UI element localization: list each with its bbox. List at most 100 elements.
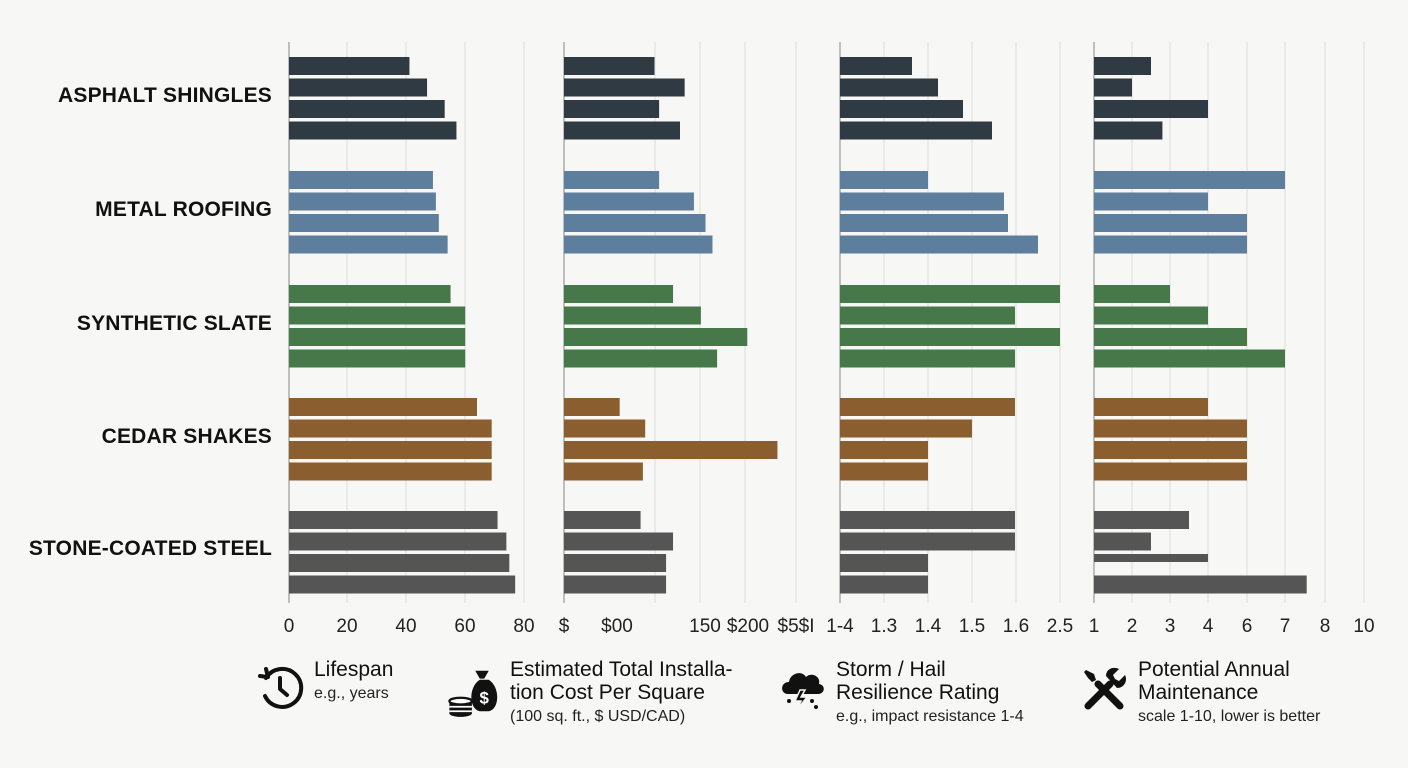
bar <box>289 328 466 346</box>
tick-label: 40 <box>395 616 416 637</box>
bar <box>1094 100 1208 118</box>
bar <box>564 100 660 118</box>
category-label-stone-coated-steel: STONE-COATED STEEL <box>28 537 272 560</box>
tick-label: 1.5 <box>959 616 985 637</box>
tick-label: 4 <box>1203 616 1214 637</box>
bar <box>289 235 448 254</box>
bar <box>840 441 928 459</box>
bar <box>1094 575 1307 594</box>
bar <box>564 532 674 551</box>
tools-icon <box>1084 667 1127 710</box>
tick-label: 1 <box>1089 616 1100 637</box>
legend-installation-cost: $ Estimated Total Installa- tion Cost Pe… <box>446 658 733 728</box>
bar <box>289 511 498 529</box>
bar <box>1094 419 1247 438</box>
bar <box>289 171 433 189</box>
bar <box>564 554 667 572</box>
bar <box>289 192 436 211</box>
category-label-cedar-shakes: CEDAR SHAKES <box>101 425 272 448</box>
bar <box>289 398 477 416</box>
bar <box>564 398 620 416</box>
bar <box>289 100 445 118</box>
bar <box>289 349 466 368</box>
category-label-metal-roofing: METAL ROOFING <box>95 198 272 221</box>
bar <box>1094 121 1163 140</box>
legend-lifespan: Lifespan e.g., years <box>256 658 393 712</box>
bar-layer <box>289 57 1307 594</box>
bar <box>1094 441 1247 459</box>
bar <box>840 214 1008 232</box>
category-label-synthetic-slate: SYNTHETIC SLATE <box>76 312 272 335</box>
bar <box>1094 554 1208 562</box>
bar <box>564 349 718 368</box>
legend-subtitle: (100 sq. ft., $ USD/CAD) <box>510 708 686 725</box>
bar <box>564 171 660 189</box>
bar <box>1094 214 1247 232</box>
tick-label: 6 <box>1242 616 1253 637</box>
bar <box>289 306 466 325</box>
legend-title: Potential Annual Maintenance <box>1138 658 1290 704</box>
legend-title: Estimated Total Installa- tion Cost Per … <box>510 658 733 704</box>
bar <box>840 285 1060 303</box>
bar <box>564 306 701 325</box>
tick-label: $200 <box>727 616 769 637</box>
bar <box>840 575 928 594</box>
tick-layer: 0 20 40 60 80 $ $00 150 $200 $5$I 1-4 1.3 1.4 1.5 1.6 2… <box>284 616 1375 637</box>
bar <box>840 306 1015 325</box>
bar <box>1094 349 1285 368</box>
bar <box>564 441 778 459</box>
bar <box>1094 78 1132 97</box>
bar <box>1094 532 1151 551</box>
bar <box>564 328 748 346</box>
bar <box>840 462 928 481</box>
svg-text:$: $ <box>480 688 490 707</box>
bar <box>1094 235 1247 254</box>
tick-label: 2.5 <box>1047 616 1073 637</box>
bar <box>840 532 1015 551</box>
tick-label: $ <box>559 616 570 637</box>
bar <box>840 349 1015 368</box>
legend-storm-resilience: Storm / Hail Resilience Rating e.g., imp… <box>778 658 1024 728</box>
bar <box>1094 285 1170 303</box>
tick-label: 150 <box>689 616 721 637</box>
tick-label: 0 <box>284 616 295 637</box>
bar <box>1094 171 1285 189</box>
bar <box>289 575 516 594</box>
bar <box>564 214 706 232</box>
bar <box>1094 511 1189 529</box>
tick-label: 60 <box>454 616 475 637</box>
bar <box>840 57 912 75</box>
money-bag-icon: $ <box>448 670 498 717</box>
bar <box>289 462 492 481</box>
tick-label: $5$I <box>778 616 815 637</box>
bar <box>1094 306 1208 325</box>
bar <box>564 192 694 211</box>
bar <box>840 100 963 118</box>
clock-icon <box>258 666 304 709</box>
bar <box>840 419 972 438</box>
legend-title: Storm / Hail Resilience Rating <box>836 658 1000 704</box>
category-label-asphalt-shingles: ASPHALT SHINGLES <box>58 84 272 107</box>
bar <box>289 214 439 232</box>
storm-cloud-icon <box>782 673 824 711</box>
bar <box>840 554 928 572</box>
tick-label: 10 <box>1353 616 1374 637</box>
bar <box>840 121 992 140</box>
bar <box>289 78 428 97</box>
bar <box>289 121 457 140</box>
bar <box>289 285 451 303</box>
bar <box>289 441 492 459</box>
tick-label: 1.4 <box>915 616 942 637</box>
bar <box>564 511 641 529</box>
bar <box>840 171 928 189</box>
bar <box>564 575 667 594</box>
bar <box>840 511 1015 529</box>
bar <box>840 235 1038 254</box>
bar <box>564 235 713 254</box>
bar <box>840 328 1060 346</box>
tick-label: 8 <box>1320 616 1331 637</box>
tick-label: 1.6 <box>1003 616 1029 637</box>
bar <box>1094 57 1151 75</box>
bar <box>564 285 674 303</box>
